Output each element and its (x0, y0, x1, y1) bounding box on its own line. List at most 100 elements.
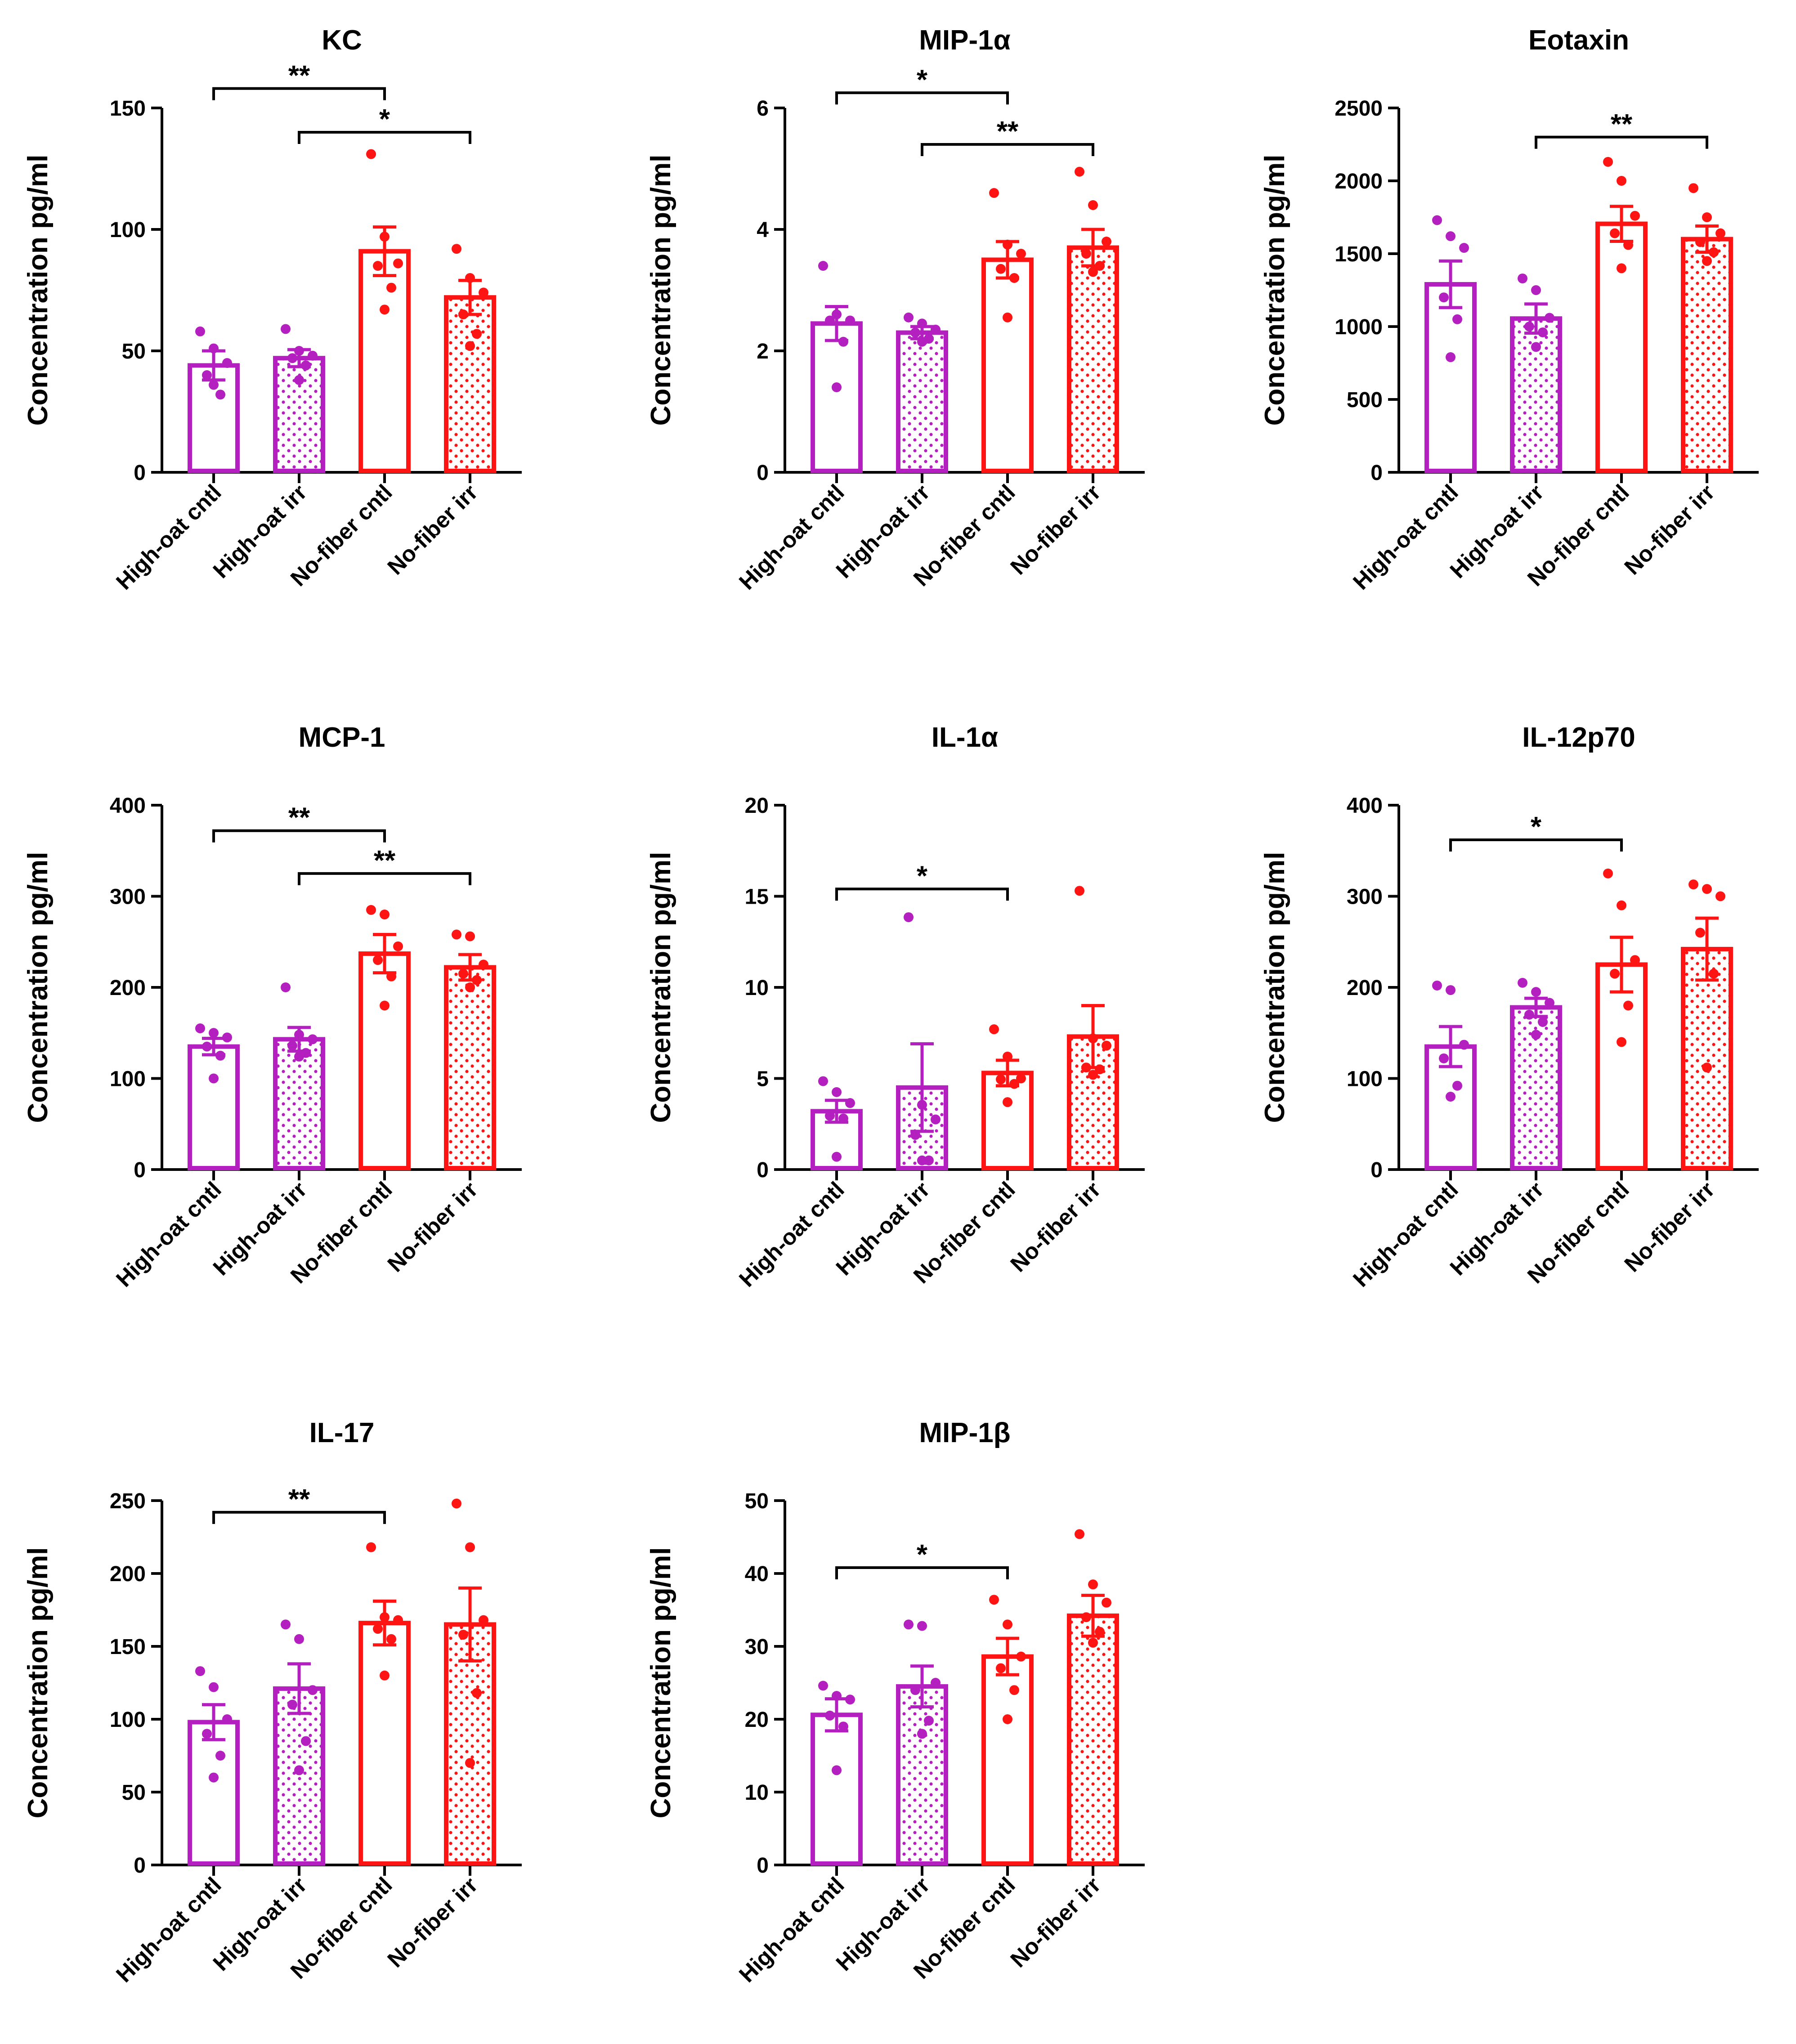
y-tick-label: 400 (1347, 794, 1383, 818)
y-tick-label: 0 (134, 1854, 146, 1878)
data-point-high-oat-cntl (1439, 1053, 1449, 1063)
y-tick-label: 50 (122, 1781, 146, 1805)
y-tick-label: 10 (745, 976, 769, 1000)
significance-bracket (298, 131, 471, 144)
data-point-no-fiber-irr (465, 982, 475, 992)
data-point-no-fiber-irr (1102, 1040, 1111, 1051)
significance-bracket (212, 1511, 386, 1524)
data-point-high-oat-irr (910, 327, 920, 338)
data-point-no-fiber-irr (1088, 200, 1098, 210)
significance-label: ** (288, 802, 310, 834)
data-point-high-oat-cntl (818, 1681, 828, 1691)
bar-high-oat-irr (1510, 316, 1562, 473)
data-point-no-fiber-irr (1095, 1627, 1105, 1637)
y-tick-label: 100 (1347, 1067, 1383, 1091)
data-point-no-fiber-cntl (366, 149, 376, 159)
data-point-no-fiber-irr (1081, 249, 1091, 259)
data-point-high-oat-irr (294, 1051, 304, 1062)
y-axis-label: Concentration pg/ml (645, 155, 676, 426)
data-point-high-oat-irr (308, 1034, 318, 1044)
y-tick-label: 200 (110, 1562, 146, 1586)
significance-bracket (1535, 135, 1708, 149)
y-tick-label: 30 (745, 1635, 769, 1659)
data-point-no-fiber-cntl (386, 1634, 396, 1644)
y-tick-label: 0 (1371, 461, 1383, 485)
data-point-high-oat-cntl (209, 1028, 219, 1038)
category-label-high-oat-cntl: High-oat cntl (734, 480, 849, 595)
data-point-high-oat-cntl (202, 370, 212, 380)
data-point-no-fiber-cntl (386, 282, 396, 293)
data-point-high-oat-irr (287, 353, 297, 363)
y-tick-label: 150 (110, 97, 146, 121)
data-point-high-oat-cntl (832, 1087, 842, 1097)
y-tick-label: 2500 (1335, 97, 1383, 121)
data-point-high-oat-irr (1531, 987, 1541, 997)
significance-bracket (212, 87, 386, 100)
y-tick-label: 0 (757, 1158, 769, 1182)
data-point-no-fiber-irr (1695, 928, 1705, 938)
panel-title: MIP-1β (919, 1417, 1010, 1448)
bar-no-fiber-irr (1681, 237, 1733, 473)
data-point-high-oat-irr (917, 1155, 927, 1165)
y-axis-label: Concentration pg/ml (645, 852, 676, 1123)
category-label-high-oat-cntl: High-oat cntl (734, 1872, 849, 1987)
panel-mcp-1: MCP-1 Concentration pg/ml 0 100 200 300 400 Hig… (22, 722, 522, 1292)
bar-no-fiber-cntl (981, 1654, 1034, 1866)
y-axis-label: Concentration pg/ml (22, 1547, 54, 1819)
data-point-no-fiber-cntl (380, 305, 390, 315)
data-point-no-fiber-cntl (366, 1542, 376, 1552)
data-point-no-fiber-irr (452, 244, 461, 254)
data-point-no-fiber-cntl (1003, 1714, 1012, 1724)
panel-title: MCP-1 (299, 722, 385, 753)
data-point-high-oat-cntl (209, 1073, 219, 1084)
y-axis-label: Concentration pg/ml (1259, 155, 1290, 426)
data-point-no-fiber-cntl (1016, 1073, 1026, 1084)
significance-label: * (917, 861, 928, 892)
category-label-no-fiber-irr: No-fiber irr (1005, 1177, 1105, 1277)
data-point-no-fiber-cntl (1610, 968, 1620, 979)
data-point-no-fiber-irr (1702, 1062, 1712, 1073)
data-point-high-oat-irr (1531, 285, 1541, 295)
bar-no-fiber-cntl (358, 249, 411, 473)
data-point-high-oat-irr (1524, 322, 1534, 332)
panel-title: KC (322, 25, 362, 56)
data-point-no-fiber-irr (1081, 1612, 1091, 1623)
data-point-high-oat-irr (904, 1619, 914, 1630)
data-point-high-oat-cntl (1446, 352, 1456, 363)
data-point-high-oat-irr (1518, 977, 1527, 988)
data-point-high-oat-irr (281, 1619, 291, 1630)
data-point-no-fiber-irr (1715, 891, 1725, 901)
data-point-high-oat-irr (281, 324, 291, 334)
bar-no-fiber-irr (1067, 245, 1119, 473)
data-point-high-oat-cntl (1446, 231, 1456, 242)
panel-il-1: IL-1α Concentration pg/ml 0 5 10 15 20 High-oat… (645, 722, 1145, 1292)
data-point-no-fiber-irr (479, 959, 488, 970)
y-tick-label: 100 (110, 1708, 146, 1732)
data-point-no-fiber-cntl (1016, 249, 1026, 259)
bar-high-oat-cntl (188, 1044, 240, 1170)
data-point-no-fiber-irr (1715, 228, 1725, 238)
data-point-high-oat-irr (281, 982, 291, 992)
data-point-no-fiber-irr (1088, 1579, 1098, 1590)
significance-label: * (379, 104, 390, 135)
y-axis-label: Concentration pg/ml (22, 155, 54, 426)
data-point-high-oat-irr (1545, 998, 1554, 1008)
panel-eotaxin: Eotaxin Concentration pg/ml 0 500 1000 1500 20… (1259, 25, 1759, 595)
data-point-high-oat-irr (308, 350, 318, 361)
data-point-no-fiber-cntl (1610, 228, 1620, 238)
data-point-no-fiber-cntl (996, 264, 1006, 274)
panel-title: IL-17 (309, 1417, 375, 1448)
panel-mip-1: MIP-1α Concentration pg/ml 0 2 4 6 High-oat cn… (645, 25, 1145, 595)
data-point-high-oat-cntl (209, 1682, 219, 1692)
data-point-no-fiber-irr (465, 1758, 475, 1768)
data-point-no-fiber-cntl (1630, 955, 1640, 965)
y-tick-label: 300 (1347, 885, 1383, 909)
data-point-high-oat-irr (1531, 342, 1541, 352)
significance-label: ** (288, 60, 310, 91)
data-point-no-fiber-irr (472, 329, 482, 339)
y-tick-label: 0 (1371, 1158, 1383, 1182)
data-point-high-oat-cntl (832, 1152, 842, 1162)
data-point-no-fiber-irr (1689, 879, 1698, 890)
data-point-no-fiber-cntl (989, 188, 999, 198)
data-point-high-oat-cntl (1459, 1040, 1469, 1050)
